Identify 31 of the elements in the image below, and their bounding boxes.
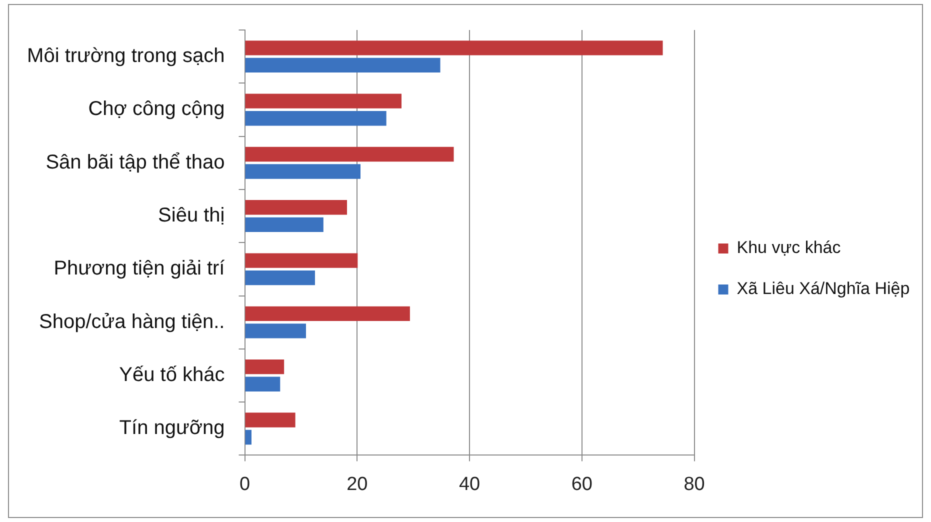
bar <box>245 359 284 374</box>
bar <box>245 253 358 268</box>
bar <box>245 58 440 73</box>
bar <box>245 200 348 215</box>
x-tick-label: 60 <box>571 474 592 495</box>
bar <box>245 376 280 392</box>
y-tick-label: Môi trường trong sạch <box>27 45 225 68</box>
y-tick-label: Sân bãi tập thể thao <box>46 151 225 174</box>
y-tick-label: Phương tiện giải trí <box>54 258 226 280</box>
bar <box>245 412 296 428</box>
bar <box>245 164 360 179</box>
legend-label: Khu vực khác <box>736 238 842 258</box>
x-tick-label: 20 <box>346 474 368 495</box>
x-tick-label: 0 <box>239 474 250 495</box>
y-tick-label: Yếu tố khác <box>119 364 225 386</box>
y-tick-label: Siêu thị <box>158 204 225 227</box>
bar <box>245 40 663 56</box>
bar <box>245 430 252 445</box>
bar <box>245 111 386 126</box>
bar <box>245 217 324 232</box>
legend-label: Xã Liêu Xá/Nghĩa Hiệp <box>736 279 910 298</box>
bar <box>245 270 315 286</box>
bar <box>245 94 402 108</box>
y-tick-label: Shop/cửa hàng tiện.. <box>39 310 225 333</box>
bar <box>245 324 306 338</box>
bar <box>245 146 454 162</box>
y-tick-label: Tín ngưỡng <box>119 417 225 440</box>
x-tick-label: 40 <box>458 474 480 495</box>
x-tick-label: 80 <box>684 474 705 495</box>
y-tick-label: Chợ công cộng <box>88 98 225 120</box>
bar <box>245 306 410 322</box>
